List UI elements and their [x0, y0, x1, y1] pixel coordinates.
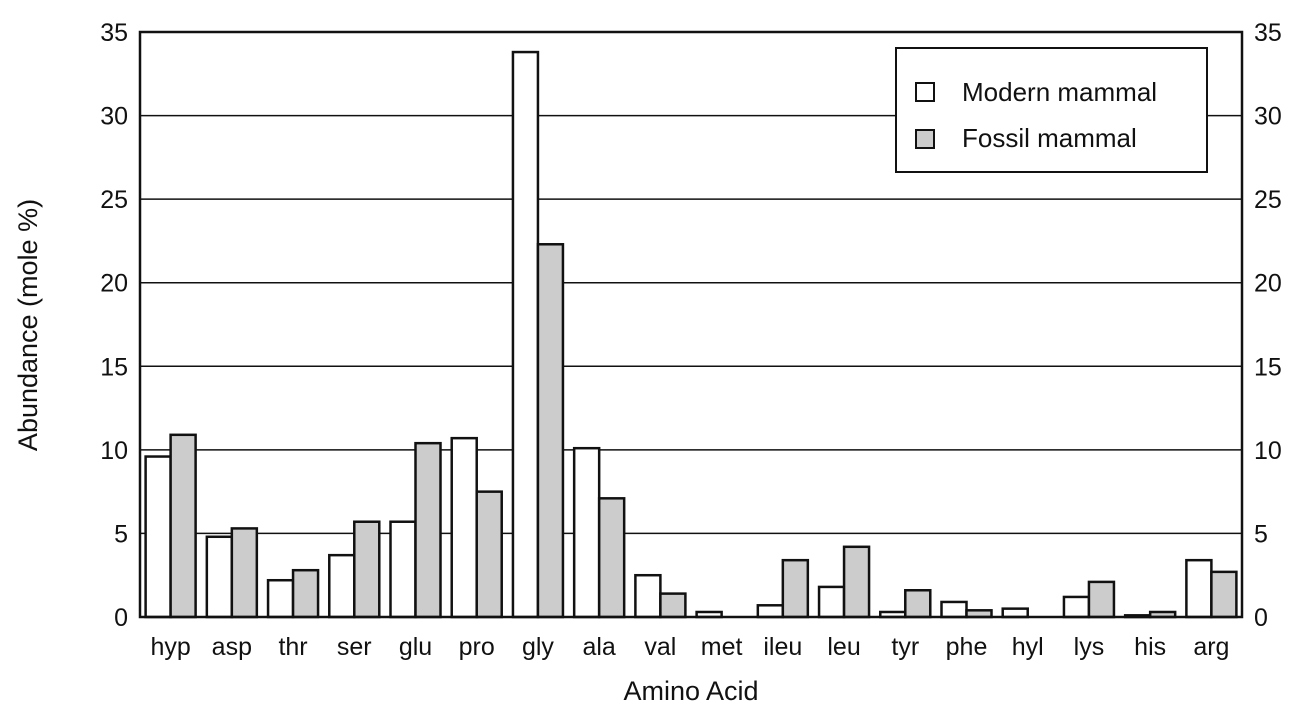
x-tick-label: his	[1134, 633, 1166, 661]
bars	[144, 50, 1238, 619]
y-tick-label-right: 30	[1254, 103, 1282, 131]
bar-arg-modern	[1185, 558, 1213, 619]
bar-ala-fossil	[597, 497, 626, 619]
legend-swatch-modern	[915, 82, 935, 102]
bar-tyr-fossil	[904, 589, 932, 619]
y-tick-label-right: 0	[1254, 604, 1268, 632]
y-tick-label-left: 35	[100, 19, 128, 47]
bar-lys-fossil	[1087, 580, 1116, 619]
y-tick-label-right: 10	[1254, 437, 1282, 465]
legend-label-fossil: Fossil mammal	[962, 123, 1137, 153]
y-axis-left: 0 5 10 15 20 25 30 35	[100, 19, 128, 632]
bar-leu-fossil	[842, 545, 871, 619]
legend: Modern mammal Fossil mammal	[895, 47, 1208, 173]
legend-label-modern: Modern mammal	[962, 77, 1157, 107]
x-tick-label: phe	[946, 633, 988, 661]
x-tick-label: hyp	[150, 633, 190, 661]
y-tick-label-right: 5	[1254, 520, 1268, 548]
bar-thr-modern	[266, 578, 295, 619]
bar-pro-modern	[450, 436, 478, 619]
bar-ileu-modern	[756, 604, 785, 619]
bar-ser-modern	[328, 553, 356, 619]
x-axis: hyp asp thr ser glu pro gly ala val met ileu leu tyr…	[150, 633, 1229, 661]
bar-lys-modern	[1062, 595, 1091, 619]
x-tick-label: asp	[212, 633, 252, 661]
y-tick-label-right: 15	[1254, 353, 1282, 381]
x-tick-label: ser	[337, 633, 372, 661]
x-tick-label: lys	[1074, 633, 1105, 661]
bar-asp-modern	[205, 535, 234, 619]
legend-box	[895, 47, 1208, 173]
y-tick-label-left: 10	[100, 437, 128, 465]
y-tick-label-left: 30	[100, 103, 128, 131]
bar-phe-modern	[940, 600, 968, 619]
x-tick-label: ileu	[763, 633, 802, 661]
y-tick-label-left: 5	[114, 520, 128, 548]
bar-glu-modern	[389, 520, 417, 619]
y-axis-right: 0 5 10 15 20 25 30 35	[1254, 19, 1282, 632]
y-tick-label-right: 20	[1254, 270, 1282, 298]
x-tick-label: pro	[459, 633, 495, 661]
bar-leu-modern	[817, 585, 846, 619]
x-tick-label: thr	[278, 633, 307, 661]
y-tick-label-right: 25	[1254, 186, 1282, 214]
y-tick-label-left: 0	[114, 604, 128, 632]
bar-val-modern	[634, 573, 662, 619]
bar-arg-fossil	[1210, 570, 1238, 619]
y-tick-label-right: 35	[1254, 19, 1282, 47]
x-tick-label: arg	[1193, 633, 1229, 661]
x-axis-label: Amino Acid	[623, 676, 758, 706]
legend-swatch-fossil	[915, 129, 935, 149]
x-tick-label: hyl	[1012, 633, 1044, 661]
bar-ala-modern	[572, 446, 601, 619]
y-axis-label: Abundance (mole %)	[13, 199, 43, 451]
bar-glu-fossil	[414, 441, 442, 619]
x-tick-label: met	[701, 633, 743, 661]
bar-gly-fossil	[536, 243, 565, 619]
gridlines	[140, 114, 1242, 535]
x-tick-label: tyr	[891, 633, 919, 661]
bar-gly-modern	[511, 50, 540, 619]
bar-pro-fossil	[475, 490, 503, 619]
bar-val-fossil	[659, 592, 687, 619]
bar-hyp-fossil	[169, 433, 197, 619]
bar-hyl-modern	[1001, 607, 1029, 619]
y-tick-label-left: 15	[100, 353, 128, 381]
y-tick-label-left: 25	[100, 186, 128, 214]
x-tick-label: gly	[522, 633, 554, 661]
plot-frame	[138, 30, 1244, 619]
x-tick-label: val	[644, 633, 676, 661]
bar-hyp-modern	[144, 455, 172, 619]
bar-ser-fossil	[353, 520, 381, 619]
bar-thr-fossil	[291, 568, 320, 619]
bar-ileu-fossil	[781, 558, 810, 619]
x-tick-label: glu	[399, 633, 432, 661]
y-tick-label-left: 20	[100, 270, 128, 298]
bar-asp-fossil	[230, 527, 259, 619]
x-tick-label: leu	[827, 633, 860, 661]
x-tick-label: ala	[582, 633, 615, 661]
